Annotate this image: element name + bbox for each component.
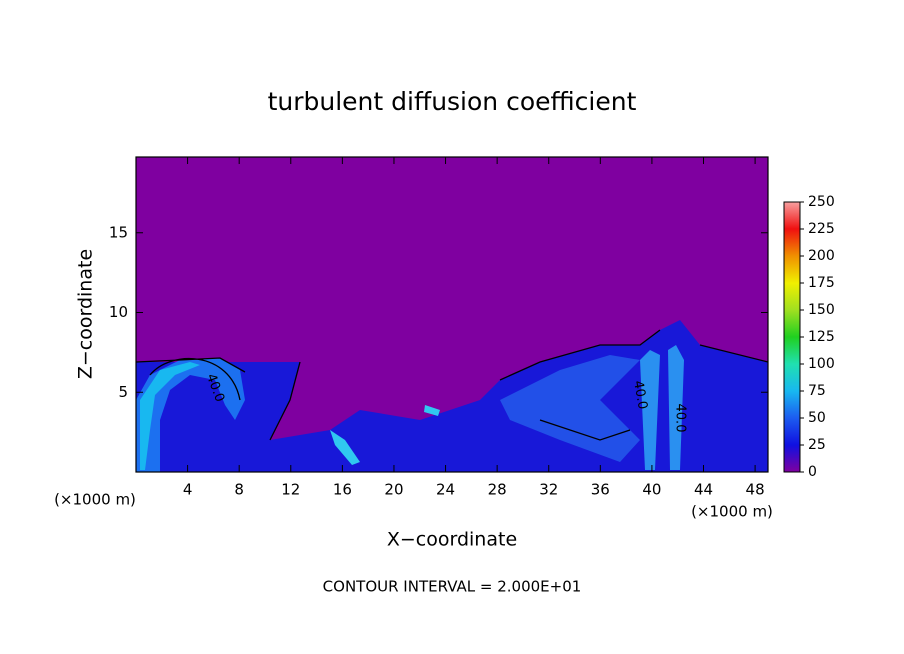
x-tick-label: 40 [642,481,661,499]
x-tick-label: 8 [234,481,244,499]
y-tick-label: 15 [109,223,128,241]
colorbar-tick-label: 150 [808,302,835,318]
x-unit-label: (×1000 m) [54,491,136,509]
contour-label: 40.0 [673,404,688,433]
colorbar-tick-label: 75 [808,383,826,399]
field [136,320,768,472]
y-axis-label: Z−coordinate [75,249,97,379]
x-tick-label: 20 [384,481,403,499]
x-tick-label: 4 [183,481,193,499]
colorbar-tick-label: 250 [808,194,835,210]
colorbar-tick-label: 25 [808,437,826,453]
chart-title: turbulent diffusion coefficient [268,87,637,116]
x-tick-label: 12 [281,481,300,499]
x-tick-label: 28 [488,481,507,499]
colorbar-tick-label: 225 [808,221,835,237]
colorbar [783,201,801,473]
colorbar-tick-label: 200 [808,248,835,264]
x-tick-label: 36 [591,481,610,499]
y-tick-label: 10 [109,303,128,321]
field-region [140,362,200,470]
field-region [500,355,640,462]
x-axis-label: X−coordinate [387,529,517,551]
plot-frame [135,156,769,473]
colorbar-tick-label: 50 [808,410,826,426]
x-unit-label: (×1000 m) [691,503,773,521]
footer: CONTOUR INTERVAL = 2.000E+01 [323,578,582,596]
x-tick-label: 32 [539,481,558,499]
colorbar-tick-label: 0 [808,464,817,480]
x-tick-label: 44 [694,481,713,499]
colorbar-tick-label: 100 [808,356,835,372]
colorbar-tick-label: 125 [808,329,835,345]
x-tick-label: 48 [746,481,765,499]
colorbar-tick-label: 175 [808,275,835,291]
contour-label: 40.0 [630,379,650,410]
contour-line [136,329,768,441]
field-region [330,405,440,465]
x-tick-label: 16 [333,481,352,499]
field-region [640,345,684,470]
y-tick-label: 5 [118,383,128,401]
x-tick-label: 24 [436,481,455,499]
